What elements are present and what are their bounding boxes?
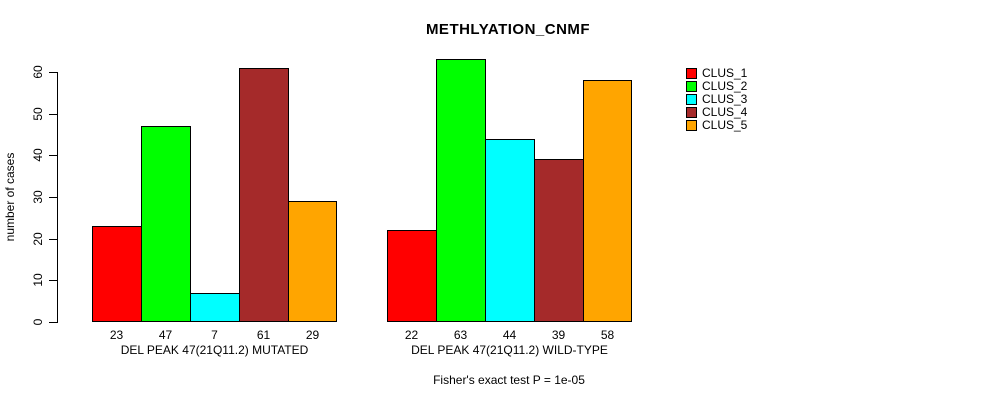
group-axis-label: DEL PEAK 47(21Q11.2) WILD-TYPE [411, 343, 608, 357]
y-axis-tick-label: 60 [31, 65, 45, 79]
fisher-test-annotation: Fisher's exact test P = 1e-05 [433, 373, 585, 387]
legend: CLUS_1 CLUS_2 CLUS_3 CLUS_4 CLUS_5 [686, 67, 747, 132]
bar-value-label: 7 [211, 328, 218, 342]
legend-item-clus_3: CLUS_3 [686, 93, 747, 106]
y-axis-line [57, 72, 58, 323]
legend-item-clus_4: CLUS_4 [686, 106, 747, 119]
legend-swatch-icon [686, 107, 697, 118]
y-axis-tick-label: 10 [31, 273, 45, 287]
legend-label: CLUS_4 [702, 105, 748, 119]
legend-item-clus_2: CLUS_2 [686, 80, 747, 93]
bar-clus_5 [583, 80, 632, 322]
bar-value-label: 29 [305, 328, 320, 342]
bar-clus_1 [387, 230, 437, 322]
y-axis-tick [49, 322, 57, 323]
y-axis-tick-label: 0 [31, 318, 45, 326]
bar-clus_1 [92, 226, 142, 322]
bar-value-label: 63 [453, 328, 468, 342]
bar-clus_4 [534, 159, 584, 322]
chart-title: METHLYATION_CNMF [425, 21, 591, 38]
y-axis-tick [49, 280, 57, 281]
bar-clus_5 [288, 201, 337, 322]
y-axis-tick-label: 40 [31, 148, 45, 162]
bar-clus_3 [190, 293, 240, 322]
y-axis-tick [49, 155, 57, 156]
legend-label: CLUS_2 [702, 79, 748, 93]
y-axis-tick [49, 239, 57, 240]
legend-swatch-icon [686, 120, 697, 131]
bar-value-label: 22 [404, 328, 419, 342]
y-axis-tick [49, 114, 57, 115]
bar-value-label: 44 [502, 328, 517, 342]
bar-value-label: 23 [109, 328, 124, 342]
bar-value-label: 58 [600, 328, 615, 342]
bar-value-label: 61 [256, 328, 271, 342]
bar-clus_2 [141, 126, 191, 322]
legend-swatch-icon [686, 81, 697, 92]
bar-clus_3 [485, 139, 535, 322]
bar-value-label: 47 [158, 328, 173, 342]
legend-item-clus_5: CLUS_5 [686, 119, 747, 132]
y-axis-tick-label: 30 [31, 190, 45, 204]
bar-clus_4 [239, 68, 289, 322]
legend-swatch-icon [686, 94, 697, 105]
legend-label: CLUS_5 [702, 118, 748, 132]
y-axis-tick [49, 72, 57, 73]
bar-value-label: 39 [551, 328, 566, 342]
group-axis-label: DEL PEAK 47(21Q11.2) MUTATED [120, 343, 309, 357]
legend-swatch-icon [686, 68, 697, 79]
y-axis-tick [49, 197, 57, 198]
bar-clus_2 [436, 59, 486, 322]
legend-item-clus_1: CLUS_1 [686, 67, 747, 80]
y-axis-title: number of cases [3, 152, 17, 242]
y-axis-tick-label: 20 [31, 232, 45, 246]
legend-label: CLUS_1 [702, 66, 748, 80]
y-axis-tick-label: 50 [31, 107, 45, 121]
legend-label: CLUS_3 [702, 92, 748, 106]
